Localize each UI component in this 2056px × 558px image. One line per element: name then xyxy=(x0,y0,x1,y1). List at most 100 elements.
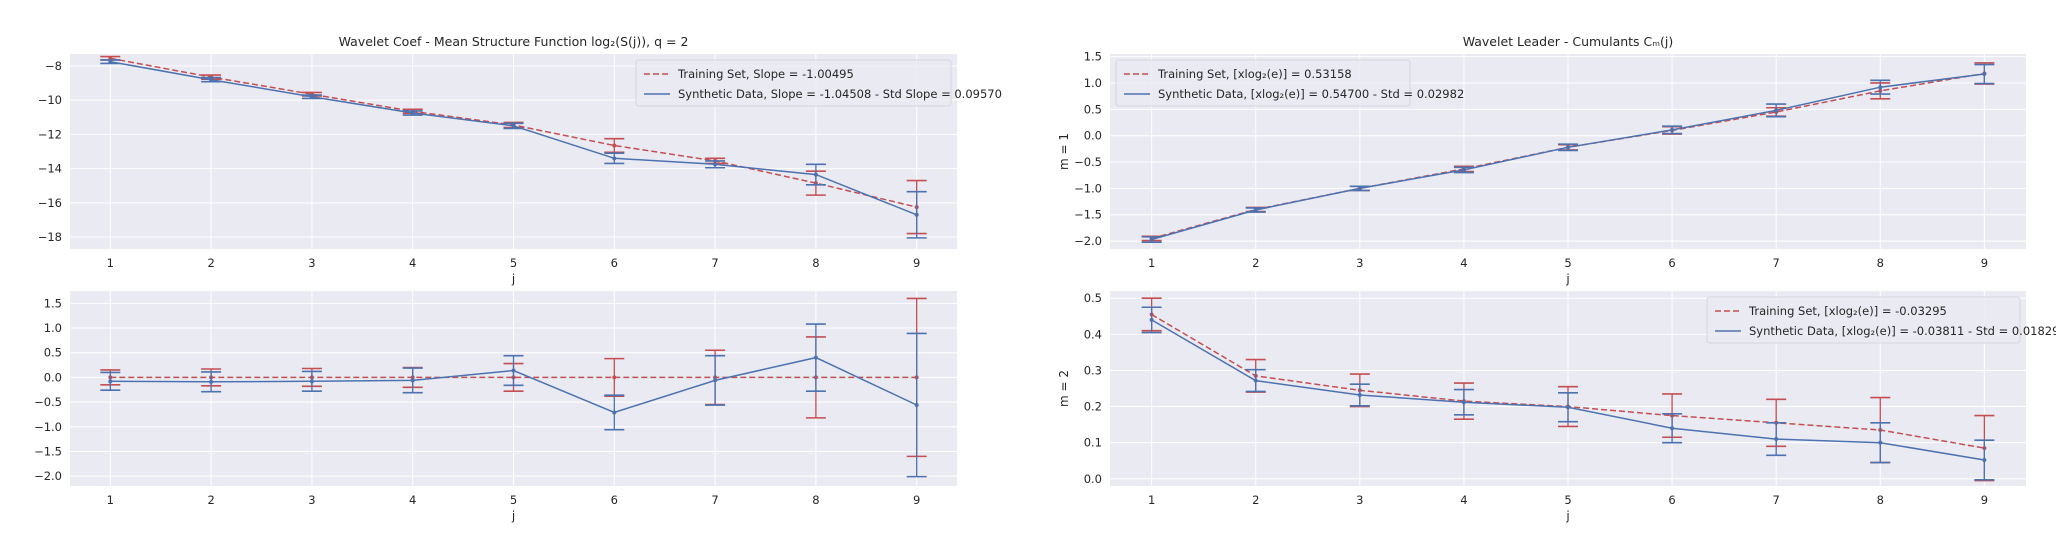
y-tick-label: 1.0 xyxy=(1084,76,1102,90)
y-tick-label: 0.0 xyxy=(44,370,62,384)
x-tick-label: 8 xyxy=(812,256,819,270)
chart-1: −8 −10 −12 −14 −16 −18 1 2 3 4 5 6 7 8 9 Wavelet Coef -… xyxy=(38,34,1002,286)
data-point xyxy=(209,380,213,384)
y-tick-label: −18 xyxy=(38,230,62,244)
data-point xyxy=(1254,379,1258,383)
x-tick-label: 5 xyxy=(510,256,517,270)
chart-title: Wavelet Coef - Mean Structure Function l… xyxy=(339,34,689,49)
chart-4: 0.5 0.4 0.3 0.2 0.1 0.0 1 2 3 4 5 6 7 8 9 j m = 2 Trainin… xyxy=(1057,291,2056,523)
x-tick-label: 3 xyxy=(1356,493,1363,507)
y-tick-label: 0.2 xyxy=(1084,400,1102,414)
x-axis-label: j xyxy=(511,509,515,523)
x-tick-label: 8 xyxy=(1877,256,1884,270)
data-point xyxy=(713,162,717,166)
legend-entry: Synthetic Data, [xlog₂(e)] = 0.54700 - S… xyxy=(1158,87,1464,101)
x-tick-label: 8 xyxy=(812,493,819,507)
chart-title: Wavelet Leader - Cumulants Cₘ(j) xyxy=(1463,34,1674,49)
y-tick-label: −12 xyxy=(38,127,62,141)
legend-entry: Synthetic Data, [xlog₂(e)] = -0.03811 - … xyxy=(1749,324,2056,338)
y-tick-label: −2.0 xyxy=(34,469,62,483)
y-tick-label: 1.5 xyxy=(1084,50,1102,64)
x-axis-label: j xyxy=(1565,509,1569,523)
y-tick-label: −1.5 xyxy=(1074,208,1102,222)
x-tick-label: 5 xyxy=(510,493,517,507)
data-point xyxy=(512,368,516,372)
y-tick-label: −1.0 xyxy=(1074,181,1102,195)
x-tick-label: 6 xyxy=(1668,493,1675,507)
data-point xyxy=(310,95,314,99)
data-point xyxy=(1566,405,1570,409)
data-point xyxy=(1462,168,1466,172)
x-tick-label: 7 xyxy=(1773,493,1780,507)
x-tick-label: 3 xyxy=(308,256,315,270)
x-tick-label: 4 xyxy=(1460,256,1467,270)
data-point xyxy=(1150,238,1154,242)
data-point xyxy=(209,78,213,82)
data-point xyxy=(108,60,112,64)
y-tick-label: −8 xyxy=(45,59,62,73)
x-tick-label: 2 xyxy=(1252,493,1259,507)
y-tick-label: −1.5 xyxy=(34,444,62,458)
y-tick-label: −2.0 xyxy=(1074,234,1102,248)
x-tick-label: 9 xyxy=(1981,493,1988,507)
data-point xyxy=(1358,393,1362,397)
data-point xyxy=(411,111,415,115)
y-tick-label: 0.4 xyxy=(1084,327,1102,341)
data-point xyxy=(512,124,516,128)
data-point xyxy=(612,375,616,379)
data-point xyxy=(108,379,112,383)
x-tick-label: 1 xyxy=(107,493,114,507)
x-tick-label: 9 xyxy=(913,256,920,270)
data-point xyxy=(1774,437,1778,441)
data-point xyxy=(1878,85,1882,89)
data-point xyxy=(1358,186,1362,190)
legend-entry: Training Set, [xlog₂(e)] = -0.03295 xyxy=(1748,304,1947,318)
x-tick-label: 6 xyxy=(611,256,618,270)
y-tick-label: 0.5 xyxy=(44,346,62,360)
x-tick-label: 1 xyxy=(1148,256,1155,270)
x-tick-label: 9 xyxy=(913,493,920,507)
data-point xyxy=(1982,458,1986,462)
data-point xyxy=(814,173,818,177)
x-tick-label: 6 xyxy=(611,493,618,507)
data-point xyxy=(310,379,314,383)
x-tick-label: 5 xyxy=(1564,493,1571,507)
data-point xyxy=(814,356,818,360)
x-tick-label: 4 xyxy=(409,256,416,270)
y-tick-label: 1.0 xyxy=(44,321,62,335)
y-axis-label: m = 1 xyxy=(1057,133,1071,170)
y-tick-label: −14 xyxy=(38,162,62,176)
x-tick-label: 6 xyxy=(1668,256,1675,270)
x-tick-label: 9 xyxy=(1981,256,1988,270)
x-tick-label: 7 xyxy=(711,493,718,507)
legend-entry: Training Set, [xlog₂(e)] = 0.53158 xyxy=(1157,67,1352,81)
x-tick-label: 2 xyxy=(1252,256,1259,270)
x-tick-label: 3 xyxy=(1356,256,1363,270)
y-tick-label: 0.3 xyxy=(1084,363,1102,377)
legend-entry: Synthetic Data, Slope = -1.04508 - Std S… xyxy=(678,87,1002,101)
data-point xyxy=(1670,128,1674,132)
x-tick-label: 2 xyxy=(207,256,214,270)
x-axis-label: j xyxy=(1565,272,1569,286)
chart-2: 1.5 1.0 0.5 0.0 −0.5 −1.0 −1.5 −2.0 1 2 3 4 5 6 7 8 9 Wav… xyxy=(1057,34,2026,286)
y-tick-label: 0.5 xyxy=(1084,102,1102,116)
x-tick-label: 3 xyxy=(308,493,315,507)
data-point xyxy=(1878,441,1882,445)
x-tick-label: 1 xyxy=(107,256,114,270)
x-tick-label: 8 xyxy=(1877,493,1884,507)
y-tick-label: −10 xyxy=(38,93,62,107)
x-tick-label: 1 xyxy=(1148,493,1155,507)
data-point xyxy=(1982,72,1986,76)
data-point xyxy=(1254,208,1258,212)
x-tick-label: 4 xyxy=(409,493,416,507)
y-tick-label: 0.5 xyxy=(1084,291,1102,305)
chart-3: 1.5 1.0 0.5 0.0 −0.5 −1.0 −1.5 −2.0 1 2 3 4 5 6 7 8 9 j xyxy=(34,291,957,523)
data-point xyxy=(1462,400,1466,404)
data-point xyxy=(612,410,616,414)
y-axis-label: m = 2 xyxy=(1057,370,1071,407)
data-point xyxy=(1150,318,1154,322)
legend: Training Set, [xlog₂(e)] = -0.03295 Synth… xyxy=(1707,297,2056,343)
y-tick-label: 0.0 xyxy=(1084,472,1102,486)
data-point xyxy=(1566,145,1570,149)
